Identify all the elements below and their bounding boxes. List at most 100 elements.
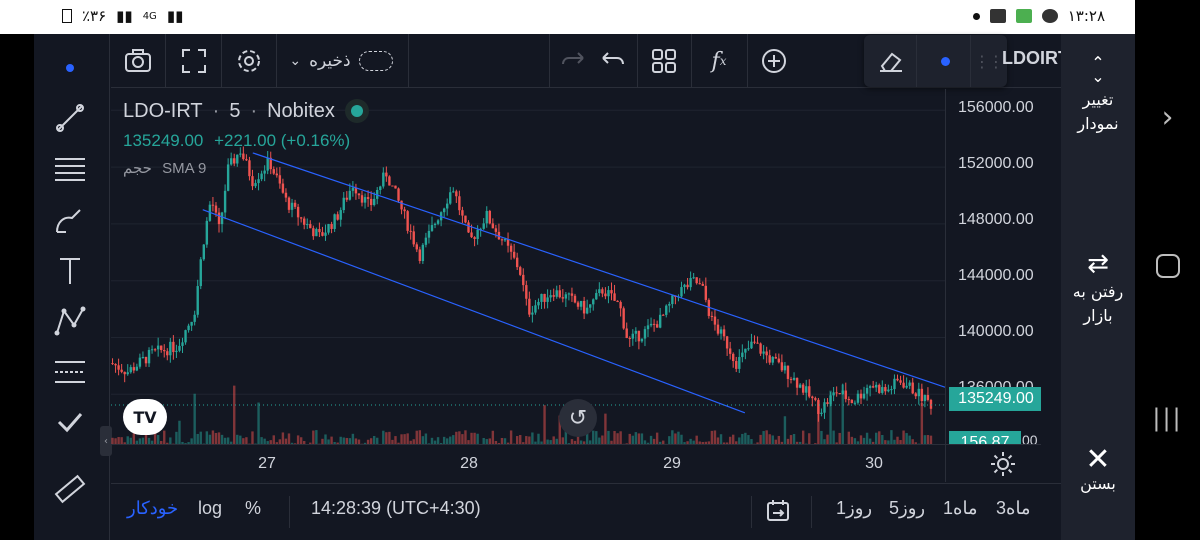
replay-icon[interactable]: ↺ xyxy=(559,399,597,437)
volume-bar xyxy=(150,440,154,444)
add-icon[interactable] xyxy=(757,42,791,80)
volume-bar xyxy=(205,431,209,444)
drawing-toolbar: ‹ xyxy=(34,34,112,540)
candle-body xyxy=(366,197,370,199)
range-1m-button[interactable]: 1ماه xyxy=(943,498,978,518)
save-button[interactable]: ⌄ ذخیره xyxy=(281,42,401,80)
candle-body xyxy=(862,393,866,399)
tradingview-logo[interactable]: TV xyxy=(123,399,167,435)
layout-grid-icon[interactable] xyxy=(647,42,681,80)
candle-body xyxy=(245,159,248,161)
text-tool-icon[interactable] xyxy=(48,249,92,293)
prediction-tool-icon[interactable] xyxy=(48,350,92,394)
candle-body xyxy=(732,353,735,362)
candle-body xyxy=(141,357,145,359)
home-icon[interactable] xyxy=(1135,254,1200,282)
price-chart[interactable] xyxy=(111,89,945,444)
volume-bar xyxy=(263,438,266,444)
volume-bar xyxy=(303,440,306,444)
volume-bar xyxy=(175,431,178,444)
volume-bar xyxy=(759,434,762,444)
price-axis[interactable]: 156000.00 152000.00 148000.00 144000.00 … xyxy=(945,89,1041,444)
volume-bar xyxy=(908,435,911,444)
candle-body xyxy=(792,377,796,380)
candle-body xyxy=(665,305,668,315)
volume-bar xyxy=(169,437,172,444)
go-to-market-button[interactable]: ⇄ رفتن به بازار xyxy=(1061,251,1135,328)
volume-bar xyxy=(351,433,355,444)
candle-body xyxy=(126,372,129,375)
change-chart-button[interactable]: ⌃ ⌄ تغییر نمودار xyxy=(1061,55,1135,136)
candle-body xyxy=(427,230,431,238)
close-button[interactable]: ✕ بستن xyxy=(1061,445,1135,496)
candle-body xyxy=(114,363,117,366)
ruler-tool-icon[interactable] xyxy=(48,468,92,512)
candle-body xyxy=(144,357,148,364)
volume-bar xyxy=(537,433,540,444)
save-label: ذخیره xyxy=(309,51,351,71)
camera-icon[interactable] xyxy=(121,42,155,80)
log-scale-toggle[interactable]: log xyxy=(198,498,223,518)
forward-chevron-icon[interactable]: › xyxy=(1161,100,1174,135)
volume-bar xyxy=(309,442,312,444)
undo-icon[interactable] xyxy=(595,42,629,80)
volume-bar xyxy=(272,435,275,444)
legend-symbol[interactable]: LDO-IRT xyxy=(123,99,203,122)
color-dot-icon[interactable] xyxy=(928,42,962,80)
volume-bar xyxy=(768,434,771,444)
volume-bar xyxy=(455,431,458,444)
volume-bar xyxy=(266,441,269,444)
volume-bar xyxy=(299,437,303,444)
candle-body xyxy=(884,387,887,392)
volume-bar xyxy=(808,433,811,444)
battery-icon xyxy=(62,9,72,23)
candle-body xyxy=(595,293,598,300)
chart-pane[interactable]: LDO-IRT · 5 · Nobitex 135249.00 +221.00 … xyxy=(111,89,945,444)
range-1d-button[interactable]: 1روز xyxy=(836,498,873,518)
candle-body xyxy=(236,154,239,164)
volume-bar xyxy=(470,432,473,444)
cursor-dot-icon[interactable] xyxy=(48,46,92,90)
battery-text: ٪۳۶ xyxy=(82,7,107,25)
redo-icon[interactable] xyxy=(557,42,591,80)
percent-scale-toggle[interactable]: % xyxy=(245,498,262,518)
volume-bar xyxy=(394,436,397,444)
candle-body xyxy=(859,393,863,399)
candle-body xyxy=(668,304,671,306)
brush-tool-icon[interactable] xyxy=(48,198,92,242)
trendline-tool-icon[interactable] xyxy=(48,96,92,140)
drag-handle-icon[interactable]: ⋮⋮ xyxy=(974,51,1004,71)
time-axis[interactable]: 27 28 29 30 xyxy=(111,444,945,482)
checkmark-icon[interactable] xyxy=(48,400,92,444)
pattern-tool-icon[interactable] xyxy=(48,299,92,343)
recents-icon[interactable]: ||| xyxy=(1152,404,1183,432)
signal-icon: ▮▮ xyxy=(116,7,133,25)
eraser-icon[interactable] xyxy=(874,42,908,80)
legend-sma-label[interactable]: SMA 9 xyxy=(162,160,207,177)
volume-bar xyxy=(211,430,215,444)
candle-body xyxy=(397,188,400,201)
candle-body xyxy=(881,387,884,393)
status-bar: ٪۳۶ ▮▮ 4G ▮▮ ۱۳:۲۸ xyxy=(0,0,1135,34)
candle-body xyxy=(372,198,376,206)
clock-timezone[interactable]: 14:28:39 (UTC+4:30) xyxy=(311,498,481,518)
settings-gear-icon[interactable] xyxy=(232,42,266,80)
auto-scale-toggle[interactable]: خودکار xyxy=(127,498,179,518)
volume-bar xyxy=(625,443,628,444)
candle-body xyxy=(199,259,202,287)
fib-tool-icon[interactable] xyxy=(48,147,92,191)
candle-body xyxy=(567,293,571,295)
collapse-toolbar-tab[interactable]: ‹ xyxy=(100,426,112,456)
date-range-icon[interactable] xyxy=(765,498,791,529)
volume-bar xyxy=(403,434,406,444)
range-5d-button[interactable]: 5روز xyxy=(889,498,926,518)
legend-volume-label[interactable]: حجم xyxy=(123,160,152,177)
sun-icon[interactable] xyxy=(990,451,1016,481)
price-tick: 140000.00 xyxy=(958,323,1034,340)
volume-bar xyxy=(713,430,717,444)
legend-exchange: Nobitex xyxy=(267,99,335,122)
fullscreen-icon[interactable] xyxy=(177,42,211,80)
symbol-title[interactable]: LDOIRT xyxy=(1002,48,1069,68)
range-3m-button[interactable]: 3ماه xyxy=(996,498,1031,518)
